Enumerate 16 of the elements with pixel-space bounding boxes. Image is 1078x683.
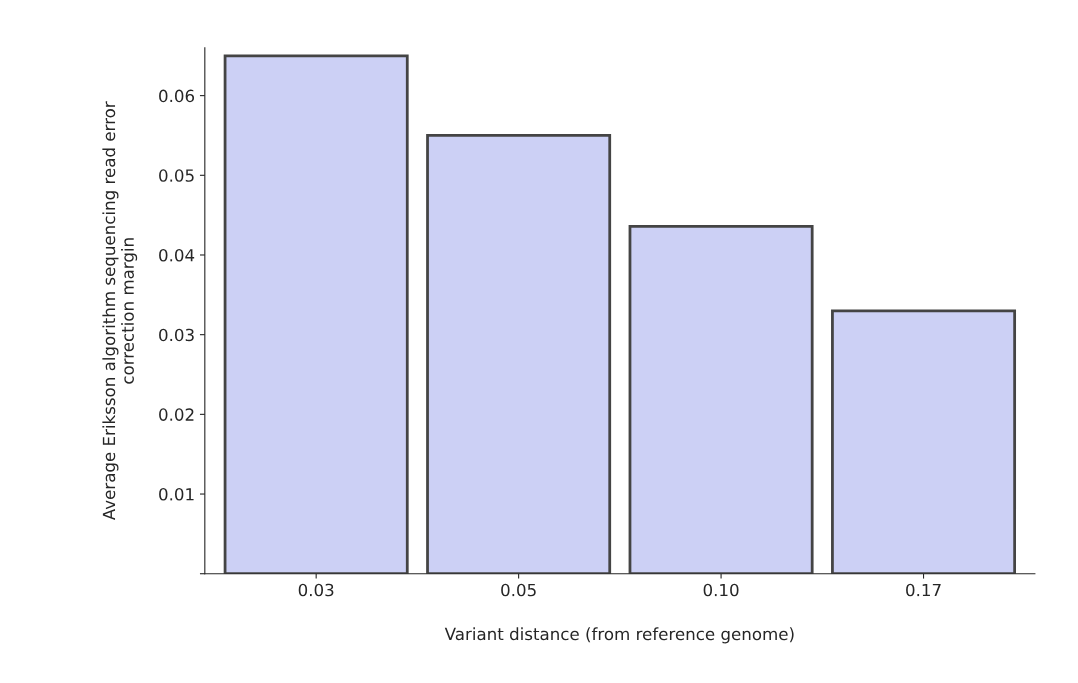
bar xyxy=(426,134,612,574)
x-axis-title: Variant distance (from reference genome) xyxy=(444,627,794,644)
x-tick-label: 0.10 xyxy=(703,583,739,597)
bar xyxy=(223,54,409,574)
y-axis-title: Average Eriksson algorithm sequencing read error correction margin xyxy=(102,101,138,521)
bar xyxy=(628,224,814,574)
y-tick-label: 0.04 xyxy=(159,248,195,262)
y-tick-label: 0.01 xyxy=(159,488,194,501)
y-tick-label: 0.03 xyxy=(159,328,194,342)
bar xyxy=(831,309,1017,574)
x-tick-label: 0.03 xyxy=(298,583,334,597)
x-tick-label: 0.05 xyxy=(501,583,536,597)
x-tick-label: 0.17 xyxy=(906,583,941,597)
y-tick-label: 0.06 xyxy=(159,89,195,103)
y-tick-label: 0.02 xyxy=(159,408,194,421)
y-tick-label: 0.05 xyxy=(159,169,194,182)
